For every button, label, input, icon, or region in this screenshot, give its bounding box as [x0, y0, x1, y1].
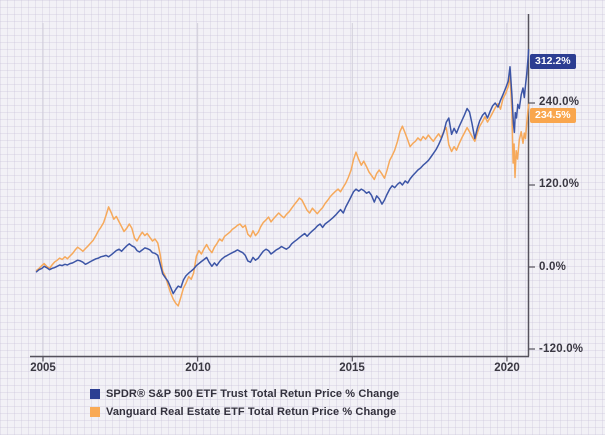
- y-tick-label-120: 120.0%: [539, 178, 580, 190]
- spy-end-value-badge: 312.2%: [530, 54, 576, 69]
- legend-item-spy: SPDR® S&P 500 ETF Trust Total Retun Pric…: [90, 388, 399, 400]
- series-line: [35, 48, 530, 295]
- x-tick-label-2015: 2015: [339, 362, 365, 374]
- y-tick-label-0: 0.0%: [539, 261, 567, 273]
- legend-item-vnq: Vanguard Real Estate ETF Total Retun Pri…: [90, 406, 399, 418]
- series-line: [35, 74, 530, 307]
- legend: SPDR® S&P 500 ETF Trust Total Retun Pric…: [90, 388, 399, 424]
- spy-color-swatch-icon: [90, 389, 100, 399]
- y-tick-label-240: 240.0%: [539, 96, 580, 108]
- x-tick-label-2010: 2010: [185, 362, 211, 374]
- x-tick-label-2005: 2005: [30, 362, 56, 374]
- legend-label-spy: SPDR® S&P 500 ETF Trust Total Retun Pric…: [106, 388, 400, 400]
- y-tick-label-neg120: -120.0%: [539, 343, 584, 355]
- vnq-end-value-badge: 234.5%: [530, 108, 576, 123]
- x-tick-label-2020: 2020: [494, 362, 520, 374]
- legend-label-vnq: Vanguard Real Estate ETF Total Retun Pri…: [106, 406, 397, 418]
- vnq-color-swatch-icon: [90, 407, 100, 417]
